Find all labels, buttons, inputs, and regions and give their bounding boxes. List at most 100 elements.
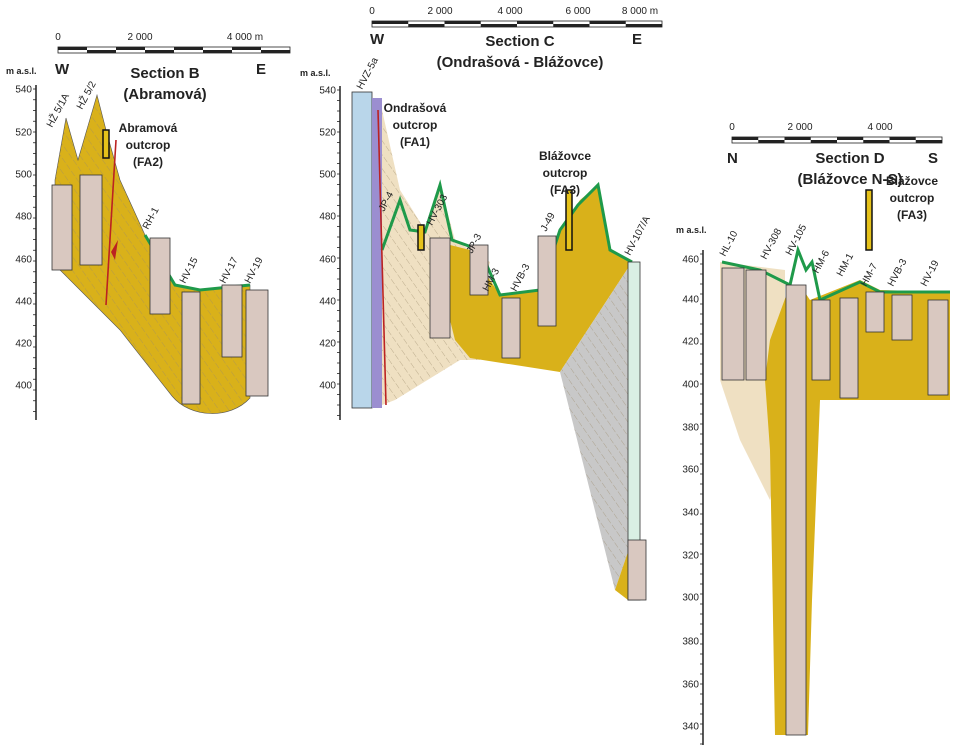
axis-label: m a.s.l. bbox=[676, 225, 707, 235]
section-subtitle: (Abramová) bbox=[123, 86, 206, 103]
scale-segment bbox=[889, 137, 916, 140]
elevation-label: 360 bbox=[682, 680, 699, 691]
scale-segment bbox=[589, 21, 626, 24]
scale-label: 0 bbox=[55, 32, 61, 43]
scale-segment bbox=[87, 50, 116, 53]
outcrop-label: (FA3) bbox=[550, 183, 580, 197]
section-title: Section D bbox=[815, 150, 884, 167]
section-c-geology bbox=[351, 91, 647, 601]
elevation-label: 440 bbox=[319, 297, 336, 308]
outcrop-label: Blážovce bbox=[886, 174, 938, 188]
elevation-label: 400 bbox=[319, 381, 336, 392]
left-end: N bbox=[727, 150, 738, 167]
borehole-label: HVB-3 bbox=[509, 262, 533, 294]
scale-label: 4 000 bbox=[867, 122, 892, 133]
scale-label: 0 bbox=[369, 6, 375, 17]
right-end: E bbox=[632, 31, 642, 48]
scale-label: 0 bbox=[729, 122, 735, 133]
scale-segment bbox=[517, 21, 554, 24]
scale-segment bbox=[915, 140, 942, 143]
borehole-label: HV-308 bbox=[759, 226, 785, 261]
borehole-label: HV-107/A bbox=[623, 214, 653, 257]
elevation-label: 440 bbox=[682, 295, 699, 306]
borehole-label: HM-6 bbox=[811, 248, 832, 275]
scale-segment bbox=[480, 24, 517, 27]
scale-segment bbox=[408, 24, 445, 27]
elevation-label: 460 bbox=[15, 255, 32, 266]
elevation-label: 380 bbox=[682, 423, 699, 434]
elevation-label: 500 bbox=[15, 170, 32, 181]
outcrop-label: (FA1) bbox=[400, 135, 430, 149]
elevation-label: 360 bbox=[682, 465, 699, 476]
outcrop-label: Abramová bbox=[119, 121, 178, 135]
scale-segment bbox=[174, 47, 203, 50]
elevation-label: 480 bbox=[319, 212, 336, 223]
outcrop-label: (FA3) bbox=[897, 208, 927, 222]
borehole-label: RH-1 bbox=[141, 205, 162, 231]
scale-label: 4 000 bbox=[497, 6, 522, 17]
elevation-label: 540 bbox=[15, 85, 32, 96]
scale-segment bbox=[732, 137, 759, 140]
elevation-label: 400 bbox=[682, 380, 699, 391]
scale-segment bbox=[203, 50, 232, 53]
scale-label: 4 000 m bbox=[227, 32, 263, 43]
elevation-label: 520 bbox=[15, 128, 32, 139]
elevation-label: 340 bbox=[682, 722, 699, 733]
scale-segment bbox=[116, 47, 145, 50]
scale-segment bbox=[145, 50, 174, 53]
scale-segment bbox=[837, 137, 864, 140]
section-b-geology bbox=[51, 93, 269, 414]
outcrop-marker bbox=[102, 129, 110, 159]
section-subtitle: (Blážovce N-S) bbox=[797, 171, 902, 188]
borehole-label: HVZ-5a bbox=[355, 55, 381, 91]
section-d-geology bbox=[720, 244, 950, 736]
section-subtitle: (Ondrašová - Blážovce) bbox=[437, 54, 604, 71]
elevation-label: 460 bbox=[319, 255, 336, 266]
borehole-label: HM-1 bbox=[835, 251, 856, 278]
borehole-label: HV-19 bbox=[243, 255, 266, 285]
borehole-label: HV-15 bbox=[178, 255, 201, 285]
scale-segment bbox=[863, 140, 890, 143]
elevation-label: 460 bbox=[682, 255, 699, 266]
axis-label: m a.s.l. bbox=[300, 68, 331, 78]
elevation-label: 340 bbox=[682, 508, 699, 519]
right-end: E bbox=[256, 61, 266, 78]
scale-label: 2 000 bbox=[787, 122, 812, 133]
section-title: Section C bbox=[485, 33, 554, 50]
outcrop-marker bbox=[865, 189, 873, 251]
scale-segment bbox=[553, 24, 590, 27]
scale-segment bbox=[261, 50, 290, 53]
right-end: S bbox=[928, 150, 938, 167]
scale-segment bbox=[372, 21, 409, 24]
elevation-label: 420 bbox=[15, 339, 32, 350]
scale-label: 2 000 bbox=[127, 32, 152, 43]
elevation-label: 380 bbox=[682, 637, 699, 648]
elevation-label: 520 bbox=[319, 128, 336, 139]
elevation-label: 500 bbox=[319, 170, 336, 181]
elevation-label: 480 bbox=[15, 212, 32, 223]
axis-label: m a.s.l. bbox=[6, 66, 37, 76]
scale-segment bbox=[810, 140, 837, 143]
elevation-label: 320 bbox=[682, 551, 699, 562]
borehole-label: J-49 bbox=[539, 211, 558, 234]
scale-segment bbox=[58, 47, 87, 50]
left-end: W bbox=[55, 61, 70, 78]
borehole-label: HM-7 bbox=[859, 261, 880, 288]
elevation-label: 300 bbox=[682, 593, 699, 604]
scale-label: 2 000 bbox=[427, 6, 452, 17]
elevation-label: 400 bbox=[15, 381, 32, 392]
scale-segment bbox=[625, 24, 662, 27]
outcrop-label: Blážovce bbox=[539, 149, 591, 163]
scale-label: 6 000 bbox=[565, 6, 590, 17]
borehole-label: HV-19 bbox=[919, 258, 942, 288]
outcrop-label: outcrop bbox=[543, 166, 588, 180]
outcrop-label: Ondrašová bbox=[384, 101, 447, 115]
borehole-label: HL-10 bbox=[718, 229, 741, 259]
elevation-label: 540 bbox=[319, 86, 336, 97]
outcrop-label: outcrop bbox=[890, 191, 935, 205]
outcrop-label: outcrop bbox=[126, 138, 171, 152]
elevation-label: 440 bbox=[15, 297, 32, 308]
outcrop-marker bbox=[417, 224, 425, 251]
outcrop-label: outcrop bbox=[393, 118, 438, 132]
